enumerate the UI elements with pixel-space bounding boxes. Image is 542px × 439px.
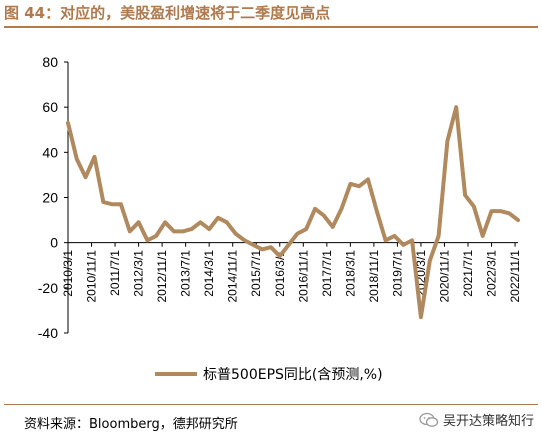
data-point	[120, 203, 122, 205]
x-tick-label: 2012/3/1	[132, 250, 146, 297]
data-point	[341, 208, 343, 210]
data-point	[155, 235, 157, 237]
source-note: 资料来源：Bloomberg，德邦研究所	[24, 417, 238, 432]
legend-swatch	[155, 372, 197, 376]
y-tick-label: 60	[42, 99, 58, 115]
x-tick-label: 2011/7/1	[108, 250, 122, 296]
data-point	[138, 221, 140, 223]
data-point	[491, 210, 493, 212]
data-point	[288, 244, 290, 246]
x-tick-label: 2022/11/1	[508, 250, 522, 303]
figure-title: 图 44：对应的，美股盈利增速将于二季度见高点	[4, 4, 331, 22]
data-point	[146, 239, 148, 241]
y-tick-label: -40	[38, 325, 58, 341]
data-point	[182, 230, 184, 232]
data-point	[332, 226, 334, 228]
data-point	[508, 212, 510, 214]
legend-label: 标普500EPS同比(含预测,%)	[203, 367, 383, 383]
data-point	[517, 219, 519, 221]
data-point	[367, 178, 369, 180]
data-point	[473, 206, 475, 208]
data-point	[76, 158, 78, 160]
data-point	[129, 230, 131, 232]
data-point	[323, 215, 325, 217]
data-point	[402, 244, 404, 246]
watermark: 吴开达策略知行	[419, 410, 534, 429]
data-point	[235, 233, 237, 235]
data-point	[376, 210, 378, 212]
data-point	[102, 201, 104, 203]
title-rule	[4, 26, 538, 28]
x-tick-label: 2021/7/1	[461, 250, 475, 297]
data-point	[305, 228, 307, 230]
y-tick-label: 20	[42, 190, 58, 206]
x-tick-label: 2010/11/1	[85, 250, 99, 303]
data-point	[252, 244, 254, 246]
data-point	[199, 221, 201, 223]
x-tick-label: 2010/3/1	[61, 250, 75, 297]
y-tick-label: 0	[50, 235, 58, 251]
data-point	[243, 239, 245, 241]
data-point	[393, 235, 395, 237]
x-tick-label: 2012/11/1	[155, 250, 169, 303]
x-tick-label: 2014/11/1	[226, 250, 240, 303]
data-point	[358, 185, 360, 187]
data-point	[111, 203, 113, 205]
x-tick-label: 2019/7/1	[390, 250, 404, 297]
legend: 标普500EPS同比(含预测,%)	[155, 364, 383, 384]
watermark-text: 吴开达策略知行	[442, 414, 534, 429]
x-tick-label: 2018/3/1	[343, 250, 357, 297]
line-chart: -40 -20 0 20 40 60 80 2010/3/1 2010/11/1 2011/7/1…	[38, 54, 522, 341]
data-point	[173, 230, 175, 232]
data-point	[93, 156, 95, 158]
wechat-icon	[419, 412, 439, 427]
data-point	[385, 239, 387, 241]
y-tick-label: 40	[42, 144, 58, 160]
data-point	[429, 260, 431, 262]
data-point	[226, 221, 228, 223]
x-tick-label: 2022/3/1	[485, 250, 499, 297]
data-point	[67, 122, 69, 124]
footer-rule	[4, 404, 538, 405]
data-point	[482, 235, 484, 237]
x-tick-label: 2018/11/1	[367, 250, 381, 303]
data-point	[455, 106, 457, 108]
data-point	[438, 235, 440, 237]
data-point	[420, 316, 422, 318]
data-point	[85, 176, 87, 178]
x-tick-label: 2017/7/1	[320, 250, 334, 297]
y-tick-label: 80	[42, 54, 58, 70]
data-point	[279, 255, 281, 257]
data-point	[164, 221, 166, 223]
data-point	[208, 228, 210, 230]
x-tick-label: 2014/3/1	[202, 250, 216, 297]
x-tick-label: 2015/7/1	[249, 250, 263, 297]
x-tick-label: 2016/11/1	[296, 250, 310, 303]
data-point	[296, 233, 298, 235]
x-tick-label: 2016/3/1	[273, 250, 287, 297]
data-point	[446, 140, 448, 142]
data-point	[217, 217, 219, 219]
x-tick-label: 2020/11/1	[437, 250, 451, 303]
data-point	[314, 208, 316, 210]
data-point	[261, 248, 263, 250]
data-point	[499, 210, 501, 212]
series-line	[66, 105, 520, 320]
x-tick-label: 2013/7/1	[179, 250, 193, 297]
data-point	[464, 194, 466, 196]
data-point	[411, 239, 413, 241]
data-point	[191, 228, 193, 230]
data-point	[270, 246, 272, 248]
data-point	[349, 183, 351, 185]
y-tick-label: -20	[38, 280, 58, 296]
